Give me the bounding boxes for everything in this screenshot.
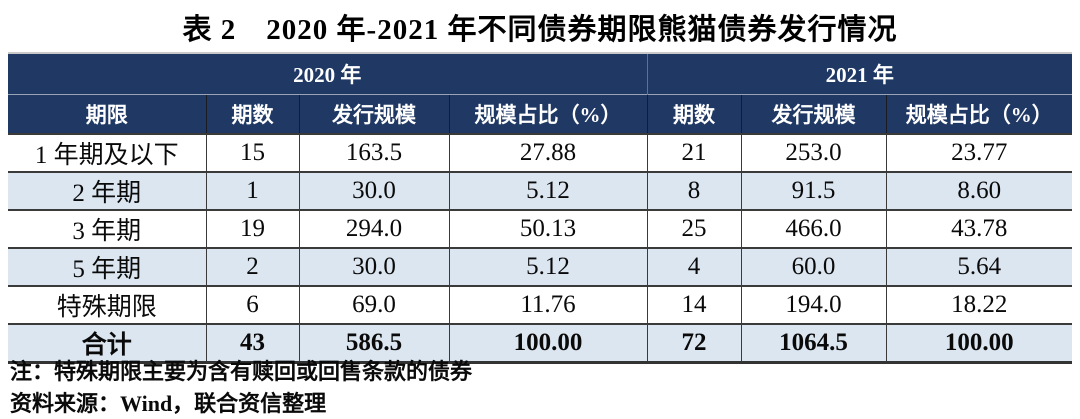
cell: 23.77 xyxy=(885,133,1073,172)
cell: 6 xyxy=(205,285,299,324)
cell: 30.0 xyxy=(298,171,449,210)
col-header-share-2020: 规模占比（%） xyxy=(448,94,647,134)
cell-term: 3 年期 xyxy=(8,209,206,248)
cell: 43.78 xyxy=(885,209,1073,248)
cell: 60.0 xyxy=(740,247,886,286)
cell: 100.00 xyxy=(885,323,1073,364)
cell: 8 xyxy=(646,171,741,210)
cell: 18.22 xyxy=(885,285,1073,324)
table-row-2y: 2 年期 1 30.0 5.12 8 91.5 8.60 xyxy=(8,171,1073,210)
cell: 2 xyxy=(205,247,299,286)
cell: 30.0 xyxy=(298,247,449,286)
cell: 19 xyxy=(205,209,299,248)
footnote-special-term: 注：特殊期限主要为含有赎回或回售条款的债券 xyxy=(10,359,473,384)
year-header-2021: 2021 年 xyxy=(646,52,1073,95)
cell: 91.5 xyxy=(740,171,886,210)
table-row-total: 合计 43 586.5 100.00 72 1064.5 100.00 xyxy=(8,323,1073,364)
col-header-term: 期限 xyxy=(8,94,206,134)
cell: 69.0 xyxy=(298,285,449,324)
cell: 11.76 xyxy=(448,285,647,324)
cell: 194.0 xyxy=(740,285,886,324)
cell: 14 xyxy=(646,285,741,324)
footnote-source: 资料来源：Wind，联合资信整理 xyxy=(10,391,327,416)
cell: 25 xyxy=(646,209,741,248)
cell: 43 xyxy=(205,323,299,364)
cell: 253.0 xyxy=(740,133,886,172)
table-row-special: 特殊期限 6 69.0 11.76 14 194.0 18.22 xyxy=(8,285,1073,324)
table-title: 表 2 2020 年-2021 年不同债券期限熊猫债券发行情况 xyxy=(182,14,898,46)
cell: 5.12 xyxy=(448,171,647,210)
cell: 5.64 xyxy=(885,247,1073,286)
year-header-2020: 2020 年 xyxy=(8,52,647,95)
cell: 8.60 xyxy=(885,171,1073,210)
cell-term: 合计 xyxy=(8,323,206,364)
cell: 1 xyxy=(205,171,299,210)
col-header-count-2021: 期数 xyxy=(646,94,741,134)
col-header-scale-2020: 发行规模 xyxy=(298,94,449,134)
cell-term: 5 年期 xyxy=(8,247,206,286)
year-header-row: 2020 年 2021 年 xyxy=(8,52,1073,95)
cell-term: 2 年期 xyxy=(8,171,206,210)
cell: 5.12 xyxy=(448,247,647,286)
column-header-row: 期限 期数 发行规模 规模占比（%） 期数 发行规模 规模占比（%） xyxy=(8,94,1073,134)
cell: 586.5 xyxy=(298,323,449,364)
cell-term: 特殊期限 xyxy=(8,285,206,324)
cell: 4 xyxy=(646,247,741,286)
cell: 466.0 xyxy=(740,209,886,248)
cell: 294.0 xyxy=(298,209,449,248)
panda-bond-table: 2020 年 2021 年 期限 期数 发行规模 规模占比（%） 期数 发行规模… xyxy=(8,52,1073,364)
cell: 163.5 xyxy=(298,133,449,172)
cell-term: 1 年期及以下 xyxy=(8,133,206,172)
cell: 72 xyxy=(646,323,741,364)
table-row-3y: 3 年期 19 294.0 50.13 25 466.0 43.78 xyxy=(8,209,1073,248)
col-header-count-2020: 期数 xyxy=(205,94,299,134)
cell: 27.88 xyxy=(448,133,647,172)
col-header-share-2021: 规模占比（%） xyxy=(885,94,1073,134)
cell: 50.13 xyxy=(448,209,647,248)
cell: 100.00 xyxy=(448,323,647,364)
col-header-scale-2021: 发行规模 xyxy=(740,94,886,134)
cell: 21 xyxy=(646,133,741,172)
cell: 15 xyxy=(205,133,299,172)
table-row-5y: 5 年期 2 30.0 5.12 4 60.0 5.64 xyxy=(8,247,1073,286)
cell: 1064.5 xyxy=(740,323,886,364)
table-row-1y: 1 年期及以下 15 163.5 27.88 21 253.0 23.77 xyxy=(8,133,1073,172)
